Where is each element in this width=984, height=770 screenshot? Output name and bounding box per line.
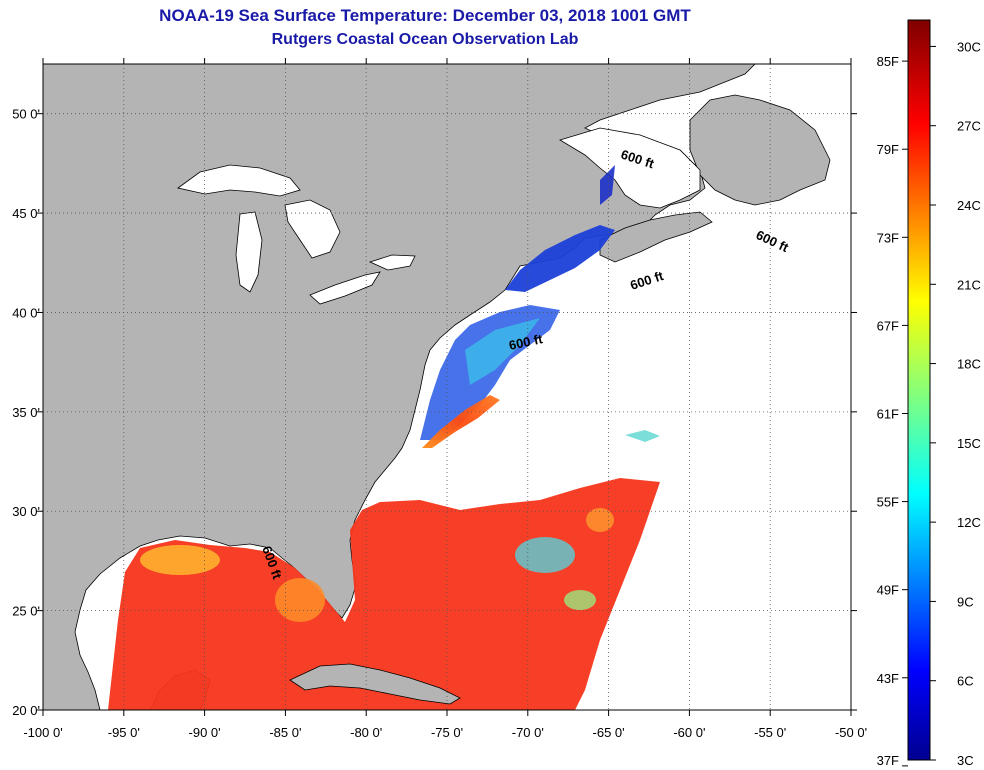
colorbar-c-label: 6C — [957, 674, 974, 689]
colorbar-c-label: 27C — [957, 119, 981, 134]
colorbar-c-label: 3C — [957, 753, 974, 768]
graticule — [43, 64, 851, 710]
colorbar-celsius-labels: 30C 27C 24C 21C 18C 15C 12C 9C 6C 3C — [930, 39, 981, 768]
y-tick-label: 40 0' — [12, 305, 40, 320]
y-axis: 50 0' 45 0' 40 0' 35 0' 30 0' 25 0' 20 0' — [12, 107, 857, 718]
colorbar-f-label: 37F — [877, 753, 899, 768]
x-tick-label: -75 0' — [431, 725, 463, 740]
x-tick-label: -95 0' — [108, 725, 140, 740]
x-tick-label: -70 0' — [512, 725, 544, 740]
x-axis: -100 0' -95 0' -90 0' -85 0' -80 0' -75 0' -70… — [23, 58, 867, 740]
map-area — [43, 64, 851, 710]
gulf-st-lawrence — [559, 127, 701, 209]
colorbar-c-label: 9C — [957, 594, 974, 609]
colorbar-f-label: 43F — [877, 671, 899, 686]
colorbar-f-label: 79F — [877, 142, 899, 157]
y-tick-label: 30 0' — [12, 504, 40, 519]
map-title: NOAA-19 Sea Surface Temperature: Decembe… — [159, 6, 691, 25]
x-tick-label: -65 0' — [593, 725, 625, 740]
colorbar-c-label: 18C — [957, 357, 981, 372]
x-tick-label: -60 0' — [673, 725, 705, 740]
y-tick-label: 20 0' — [12, 703, 40, 718]
land-nova-scotia — [599, 211, 713, 263]
lake-michigan — [235, 211, 263, 293]
x-tick-label: -55 0' — [754, 725, 786, 740]
lake-erie — [309, 271, 381, 305]
y-tick-label: 25 0' — [12, 604, 40, 619]
contour-label: 600 ft — [508, 331, 545, 353]
land-newfoundland — [689, 94, 831, 206]
colorbar-c-label: 24C — [957, 198, 981, 213]
x-tick-label: -90 0' — [189, 725, 221, 740]
colorbar-c-label: 12C — [957, 515, 981, 530]
lake-huron — [284, 199, 341, 259]
y-tick-label: 50 0' — [12, 107, 40, 122]
colorbar-c-label: 15C — [957, 436, 981, 451]
colorbar-c-label: 30C — [957, 39, 981, 54]
colorbar-fahrenheit-labels: 85F 79F 73F 67F 61F 55F 49F 43F 37F — [877, 54, 908, 768]
map-subtitle: Rutgers Coastal Ocean Observation Lab — [271, 31, 579, 48]
sst-gulf-of-maine — [505, 225, 615, 292]
x-tick-label: -85 0' — [269, 725, 301, 740]
x-tick-label: -50 0' — [835, 725, 867, 740]
colorbar-f-label: 85F — [877, 54, 899, 69]
colorbar-f-label: 73F — [877, 230, 899, 245]
colorbar-f-label: 55F — [877, 495, 899, 510]
colorbar-c-label: 21C — [957, 277, 981, 292]
colorbar-f-label: 49F — [877, 583, 899, 598]
x-tick-label: -80 0' — [350, 725, 382, 740]
colorbar-f-label: 67F — [877, 318, 899, 333]
sst-warm-region — [108, 478, 660, 710]
colorbar — [907, 19, 931, 761]
lake-superior — [177, 164, 301, 197]
y-tick-label: 45 0' — [12, 206, 40, 221]
x-tick-label: -100 0' — [23, 725, 62, 740]
lake-ontario — [368, 254, 416, 271]
colorbar-f-label: 61F — [877, 406, 899, 421]
y-tick-label: 35 0' — [12, 405, 40, 420]
